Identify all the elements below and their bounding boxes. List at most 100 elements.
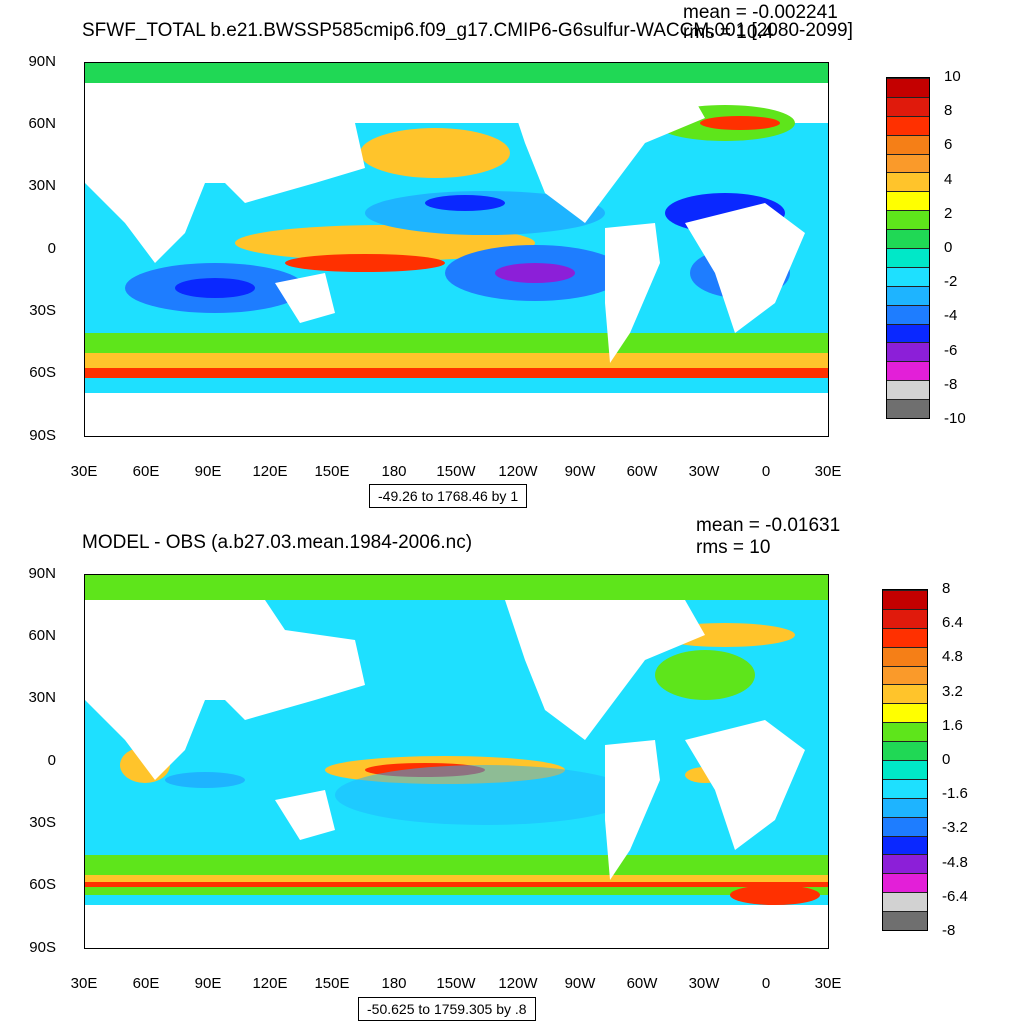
colorbar-label: 2 xyxy=(944,204,953,222)
map-panel-1: SFWF_TOTAL b.e21.BWSSP585cmip6.f09_g17.C… xyxy=(28,2,966,508)
lat-label-60s: 60S xyxy=(29,364,56,381)
lon-label-60w: 60W xyxy=(626,463,658,480)
map-field-1 xyxy=(85,63,828,436)
colorbar-swatch xyxy=(887,115,929,135)
colorbar-swatch xyxy=(887,134,929,154)
lon-label-0: 0 xyxy=(761,975,771,992)
lat-label-30s: 30S xyxy=(29,302,56,319)
map-panel-2: MODEL - OBS (a.b27.03.mean.1984-2006.nc)… xyxy=(0,512,1024,1024)
colorbar-label: -4.8 xyxy=(942,853,968,871)
colorbar-2-swatches xyxy=(882,589,928,931)
lat-label-0: 0 xyxy=(47,240,56,257)
colorbar-label: -6 xyxy=(944,341,958,359)
panel-2-title: MODEL - OBS (a.b27.03.mean.1984-2006.nc) xyxy=(82,532,473,553)
colorbar-swatch xyxy=(887,380,929,400)
colorbar-label: -6.4 xyxy=(942,887,968,905)
colorbar-swatch xyxy=(887,323,929,343)
lat-label-30n: 30N xyxy=(28,177,56,194)
range-box-1: -49.26 to 1768.46 by 1 xyxy=(369,484,528,508)
colorbar-swatch xyxy=(887,78,929,97)
lon-label-90e: 90E xyxy=(194,975,222,992)
lat-label-60n: 60N xyxy=(28,115,56,132)
colorbar-swatch xyxy=(887,248,929,267)
colorbar-swatch xyxy=(883,854,927,874)
colorbar-label: -8 xyxy=(944,375,958,393)
lon-label-120w: 120W xyxy=(498,975,538,992)
lon-label-150e: 150E xyxy=(314,975,350,992)
colorbar-swatch xyxy=(883,816,927,836)
colorbar-1-swatches xyxy=(886,77,930,419)
colorbar-swatch xyxy=(883,722,927,742)
lon-label-0: 0 xyxy=(761,463,771,480)
colorbar-label: 6.4 xyxy=(942,614,963,632)
colorbar-label: -3.2 xyxy=(942,819,968,837)
colorbar-swatch xyxy=(887,153,929,173)
panel-1-rms: rms = 10.4 xyxy=(683,22,774,43)
colorbar-label: 0 xyxy=(944,239,953,256)
panel-1-title: SFWF_TOTAL b.e21.BWSSP585cmip6.f09_g17.C… xyxy=(82,20,853,41)
colorbar-swatch xyxy=(883,741,927,760)
lat-label-60s: 60S xyxy=(29,876,56,893)
colorbar-label: 8 xyxy=(942,580,951,597)
colorbar-label: -4 xyxy=(944,307,958,325)
lat-label-90n: 90N xyxy=(28,565,56,582)
colorbar-swatch xyxy=(883,911,927,930)
range-box-2: -50.625 to 1759.305 by .8 xyxy=(358,997,536,1021)
colorbar-swatch xyxy=(887,285,929,305)
colorbar-swatch xyxy=(883,835,927,855)
colorbar-swatch xyxy=(883,778,927,798)
lon-label-90e: 90E xyxy=(194,463,222,480)
lon-label-120e: 120E xyxy=(252,975,288,992)
colorbar-2 xyxy=(882,589,928,931)
lon-label-60w: 60W xyxy=(626,975,658,992)
lon-label-120e: 120E xyxy=(252,463,288,480)
colorbar-label: -10 xyxy=(944,410,966,427)
map-field-2 xyxy=(85,575,828,948)
colorbar-swatch xyxy=(883,684,927,704)
lon-label-30e: 30E xyxy=(70,975,98,992)
colorbar-label: 1.6 xyxy=(942,716,963,734)
colorbar-swatch xyxy=(883,590,927,609)
lon-label-30w: 30W xyxy=(688,975,720,992)
lat-label-90s: 90S xyxy=(29,939,56,956)
colorbar-swatch xyxy=(883,797,927,817)
colorbar-label: 10 xyxy=(944,68,961,85)
lat-label-90s: 90S xyxy=(29,427,56,444)
lon-label-90w: 90W xyxy=(564,463,596,480)
colorbar-swatch xyxy=(887,342,929,362)
lat-label-0: 0 xyxy=(47,752,56,769)
panel-1-mean: mean = -0.002241 xyxy=(683,2,838,23)
map-plot-1 xyxy=(84,62,829,437)
colorbar-swatch xyxy=(887,191,929,211)
colorbar-swatch xyxy=(883,646,927,666)
lon-label-180: 180 xyxy=(381,975,407,992)
panel-2-rms: rms = 10 xyxy=(696,537,771,558)
colorbar-swatch xyxy=(887,229,929,248)
colorbar-swatch xyxy=(883,703,927,723)
lon-label-150w: 150W xyxy=(436,463,476,480)
lon-label-180: 180 xyxy=(381,463,407,480)
colorbar-swatch xyxy=(887,210,929,230)
lon-label-120w: 120W xyxy=(498,463,538,480)
lon-label-150w: 150W xyxy=(436,975,476,992)
colorbar-label: 4.8 xyxy=(942,648,963,666)
colorbar-label: -8 xyxy=(942,922,956,939)
colorbar-swatch xyxy=(883,665,927,685)
colorbar-label: 8 xyxy=(944,102,953,120)
colorbar-swatch xyxy=(887,172,929,192)
colorbar-swatch xyxy=(883,627,927,647)
colorbar-swatch xyxy=(887,96,929,116)
colorbar-label: -2 xyxy=(944,273,958,291)
colorbar-swatch xyxy=(883,760,927,779)
lon-label-30e: 30E xyxy=(70,463,98,480)
map-plot-2 xyxy=(84,574,829,949)
lat-label-30s: 30S xyxy=(29,814,56,831)
lon-label-30e-end: 30E xyxy=(814,975,842,992)
lat-label-90n: 90N xyxy=(28,53,56,70)
colorbar-swatch xyxy=(883,608,927,628)
colorbar-swatch xyxy=(883,892,927,912)
lat-label-30n: 30N xyxy=(28,689,56,706)
colorbar-swatch xyxy=(887,304,929,324)
lon-label-60e: 60E xyxy=(132,975,160,992)
colorbar-label: 4 xyxy=(944,170,953,188)
